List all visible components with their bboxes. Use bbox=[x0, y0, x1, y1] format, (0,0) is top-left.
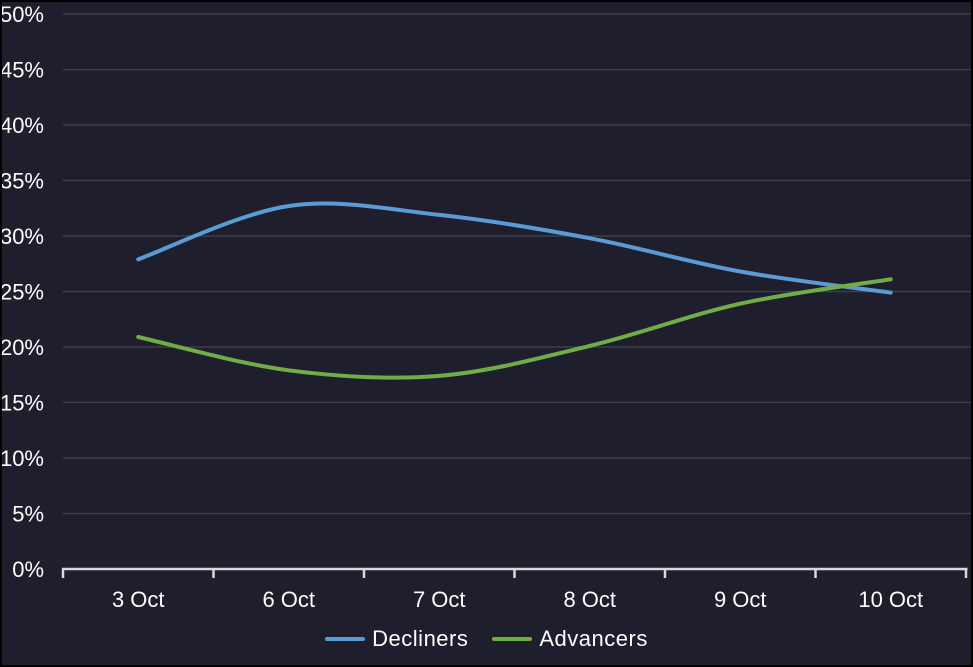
x-tick-label: 8 Oct bbox=[563, 587, 616, 612]
y-tick-label: 10% bbox=[2, 446, 44, 471]
legend-item-advancers: Advancers bbox=[492, 628, 647, 650]
series-line-decliners bbox=[136, 201, 893, 295]
decliners-line-swatch bbox=[325, 637, 366, 641]
chart-legend: Decliners Advancers bbox=[2, 628, 971, 650]
x-tick-label: 3 Oct bbox=[112, 587, 165, 612]
x-tick-label: 10 Oct bbox=[858, 587, 923, 612]
legend-label-advancers: Advancers bbox=[539, 626, 648, 651]
y-tick-label: 25% bbox=[2, 280, 44, 305]
legend-item-decliners: Decliners bbox=[325, 628, 468, 650]
advancers-line-swatch bbox=[492, 637, 533, 641]
y-tick-label: 35% bbox=[2, 169, 44, 194]
y-tick-label: 50% bbox=[2, 2, 44, 27]
y-tick-label: 20% bbox=[2, 335, 44, 360]
x-tick-label: 7 Oct bbox=[413, 587, 466, 612]
x-tick-label: 6 Oct bbox=[262, 587, 315, 612]
y-tick-label: 5% bbox=[12, 502, 44, 527]
series-line-advancers bbox=[136, 277, 893, 380]
y-tick-label: 30% bbox=[2, 224, 44, 249]
y-tick-label: 45% bbox=[2, 58, 44, 83]
x-tick-label: 9 Oct bbox=[714, 587, 767, 612]
legend-label-decliners: Decliners bbox=[372, 626, 469, 651]
y-tick-label: 0% bbox=[12, 557, 44, 582]
y-tick-label: 40% bbox=[2, 113, 44, 138]
y-tick-label: 15% bbox=[2, 391, 44, 416]
